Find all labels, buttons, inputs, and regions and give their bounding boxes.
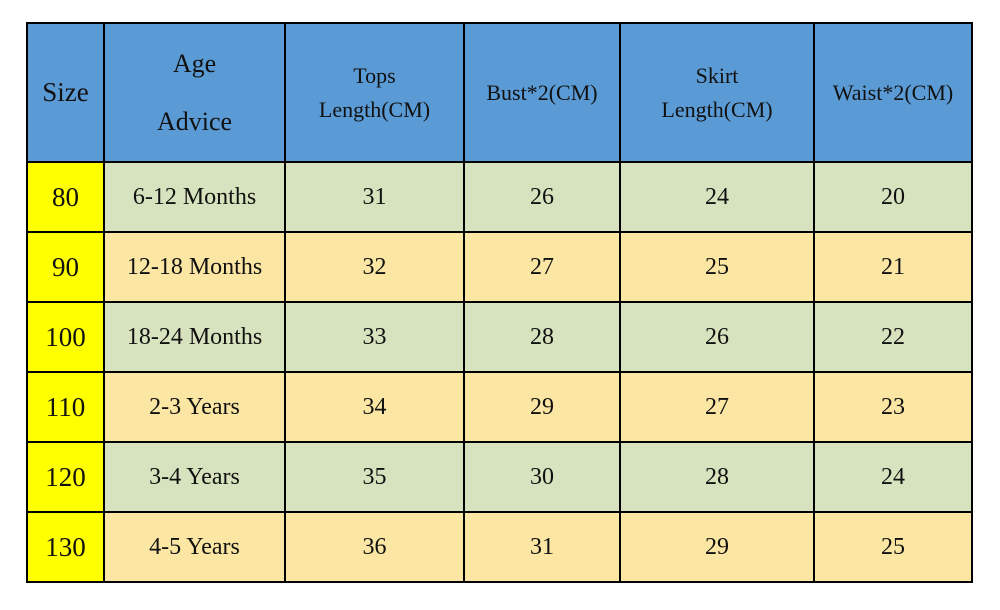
cell-waist: 20 [813, 161, 973, 233]
header-cell-skirt-length: Skirt Length(CM) [619, 22, 815, 163]
header-label-age-line1: Age [172, 48, 217, 78]
table-row: 90 12-18 Months 32 27 25 21 [26, 231, 973, 303]
header-cell-tops-length: Tops Length(CM) [284, 22, 465, 163]
cell-age-advice: 18-24 Months [103, 301, 286, 373]
cell-bust: 29 [463, 371, 621, 443]
cell-waist: 23 [813, 371, 973, 443]
table-row: 80 6-12 Months 31 26 24 20 [26, 161, 973, 233]
header-row: Size Age Advice Tops Length(CM) Bust*2(C… [26, 22, 973, 163]
cell-skirt-length: 27 [619, 371, 815, 443]
cell-waist: 25 [813, 511, 973, 583]
cell-bust: 31 [463, 511, 621, 583]
cell-skirt-length: 25 [619, 231, 815, 303]
header-cell-bust: Bust*2(CM) [463, 22, 621, 163]
size-chart-container: Size Age Advice Tops Length(CM) Bust*2(C… [26, 22, 973, 583]
cell-tops-length: 36 [284, 511, 465, 583]
cell-tops-length: 35 [284, 441, 465, 513]
cell-bust: 30 [463, 441, 621, 513]
header-label-size: Size [42, 77, 89, 107]
header-cell-age-advice: Age Advice [103, 22, 286, 163]
cell-tops-length: 32 [284, 231, 465, 303]
header-label-tops-line1: Tops [353, 62, 396, 88]
header-cell-waist: Waist*2(CM) [813, 22, 973, 163]
cell-age-advice: 6-12 Months [103, 161, 286, 233]
header-label-waist: Waist*2(CM) [832, 79, 954, 105]
cell-age-advice: 4-5 Years [103, 511, 286, 583]
cell-waist: 21 [813, 231, 973, 303]
cell-skirt-length: 29 [619, 511, 815, 583]
cell-size: 90 [26, 231, 105, 303]
cell-age-advice: 2-3 Years [103, 371, 286, 443]
cell-waist: 24 [813, 441, 973, 513]
cell-size: 120 [26, 441, 105, 513]
cell-tops-length: 31 [284, 161, 465, 233]
table-row: 110 2-3 Years 34 29 27 23 [26, 371, 973, 443]
cell-size: 80 [26, 161, 105, 233]
cell-bust: 27 [463, 231, 621, 303]
cell-waist: 22 [813, 301, 973, 373]
cell-skirt-length: 26 [619, 301, 815, 373]
cell-size: 110 [26, 371, 105, 443]
cell-bust: 26 [463, 161, 621, 233]
table-row: 130 4-5 Years 36 31 29 25 [26, 511, 973, 583]
header-label-skirt-line1: Skirt [695, 62, 739, 88]
cell-age-advice: 12-18 Months [103, 231, 286, 303]
table-row: 120 3-4 Years 35 30 28 24 [26, 441, 973, 513]
header-label-skirt-line2: Length(CM) [661, 97, 773, 122]
cell-tops-length: 33 [284, 301, 465, 373]
cell-skirt-length: 24 [619, 161, 815, 233]
header-label-tops-line2: Length(CM) [318, 97, 431, 122]
cell-age-advice: 3-4 Years [103, 441, 286, 513]
size-chart-table: Size Age Advice Tops Length(CM) Bust*2(C… [26, 22, 973, 583]
cell-size: 100 [26, 301, 105, 373]
cell-size: 130 [26, 511, 105, 583]
header-cell-size: Size [26, 22, 105, 163]
table-row: 100 18-24 Months 33 28 26 22 [26, 301, 973, 373]
header-label-age-line2: Advice [156, 106, 233, 136]
header-label-bust: Bust*2(CM) [486, 79, 598, 105]
cell-tops-length: 34 [284, 371, 465, 443]
cell-bust: 28 [463, 301, 621, 373]
cell-skirt-length: 28 [619, 441, 815, 513]
